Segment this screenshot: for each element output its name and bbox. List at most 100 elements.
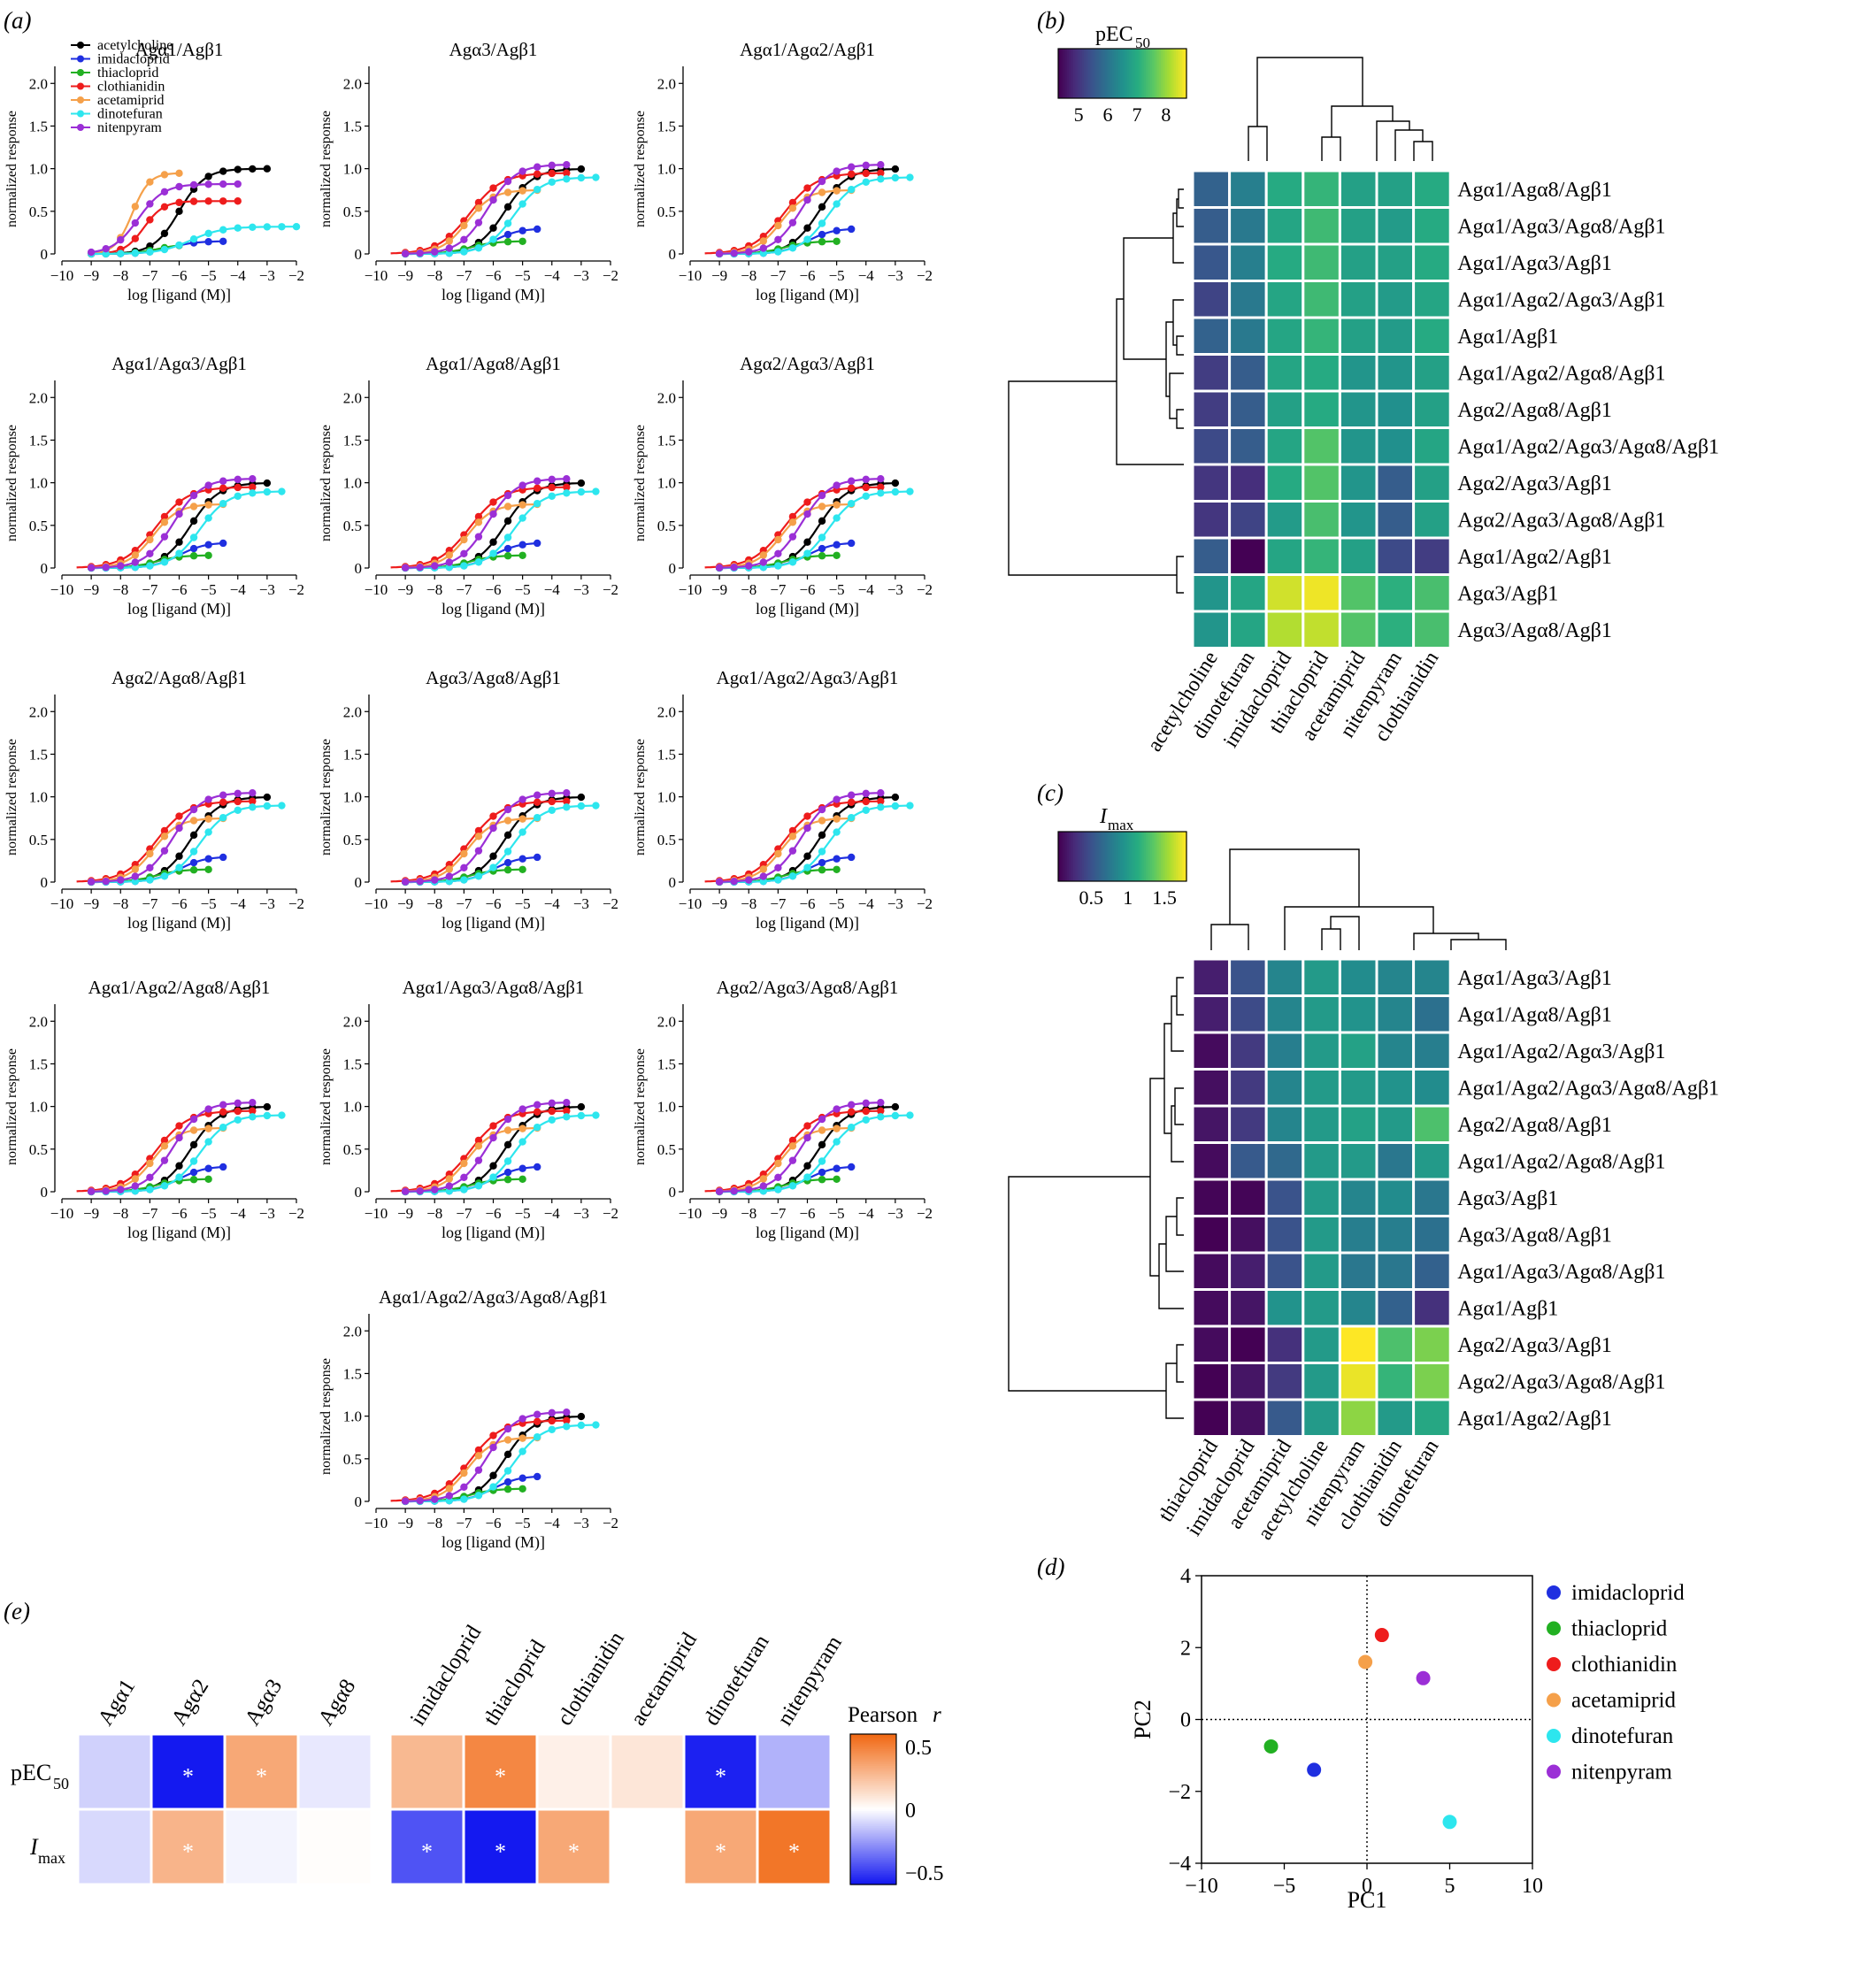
heatmap-cell [1302, 389, 1341, 429]
point-clothianidin [474, 1446, 483, 1455]
point-dinotefuran [577, 1111, 586, 1120]
colorbar-step [850, 1815, 896, 1818]
colorbar-step [850, 1805, 896, 1808]
point-dinotefuran [146, 876, 154, 884]
x-tick-label: 5 [1445, 1875, 1455, 1898]
point-nitenpyram [460, 1483, 468, 1492]
point-acetamiprid [788, 1142, 797, 1150]
colorbar-step [1178, 49, 1181, 98]
colorbar-step [850, 1839, 896, 1842]
colorbar-step [1071, 832, 1074, 881]
curve-nitenpyram [405, 792, 567, 883]
point-clothianidin [204, 197, 212, 205]
point-imidacloprid [533, 853, 541, 862]
point-nitenpyram [833, 167, 841, 175]
y-tick-label: 1.5 [343, 746, 362, 763]
x-tick-label: −2 [603, 1515, 618, 1531]
legend-label-imidacloprid: imidacloprid [97, 52, 170, 67]
point-dinotefuran [263, 802, 272, 810]
heatmap-cell [1375, 426, 1416, 466]
panel-label-e: (e) [4, 1598, 30, 1624]
point-dinotefuran [563, 1113, 571, 1121]
colorbar-step [850, 1873, 896, 1876]
point-acetylcholine [803, 852, 811, 860]
point-acetamiprid [503, 188, 512, 196]
point-dinotefuran [563, 489, 571, 497]
curve-nitenpyram [91, 792, 253, 883]
colorbar-step [850, 1875, 896, 1878]
x-tick-label: −8 [426, 1515, 442, 1531]
point-nitenpyram [730, 563, 738, 572]
point-clothianidin [219, 197, 227, 205]
colorbar-step [1179, 832, 1183, 881]
significance-star: * [182, 1764, 194, 1790]
dose-response-plot: Agα2/Agα3/Agβ1 0 0.5 1.0 1.5 2.0 −10 −9 −8 −7 −6 −5… [633, 353, 933, 618]
colorbar-step [1116, 832, 1119, 881]
colorbar-step [850, 1809, 896, 1812]
point-dinotefuran [847, 813, 856, 822]
heatmap-cell [388, 1808, 465, 1886]
curve-nitenpyram [405, 1101, 567, 1193]
point-nitenpyram [730, 1186, 738, 1195]
row-label: Agα1/Agα2/Agα8/Agβ1 [1457, 362, 1665, 385]
point-dinotefuran [533, 185, 541, 194]
point-imidacloprid [204, 541, 212, 549]
heatmap-cell [1338, 573, 1378, 613]
point-thiacloprid [518, 865, 526, 873]
y-tick-label: 0.5 [657, 203, 676, 220]
colorbar-step [1064, 49, 1068, 98]
point-nitenpyram [445, 244, 454, 252]
heatmap-cell [1302, 1178, 1341, 1217]
y-tick-label: 0 [41, 560, 49, 577]
y-axis-label: normalized response [4, 739, 19, 856]
point-acetamiprid [460, 1159, 468, 1168]
pec50-heatmap: Agα1/Agα8/Agβ1 Agα1/Agα3/Agα8/Agβ1 Agα1/Ag… [1008, 23, 1719, 756]
heatmap-cell [1302, 1398, 1341, 1438]
y-tick-label: 0.5 [343, 1451, 362, 1468]
y-tick-label: 1.0 [343, 1099, 362, 1116]
legend-label-thiacloprid: thiacloprid [1571, 1617, 1668, 1641]
x-axis-label: log [ligand (M)] [756, 286, 859, 304]
point-clothianidin [234, 1107, 242, 1116]
y-axis-label: normalized response [4, 111, 19, 227]
point-dinotefuran [803, 864, 811, 871]
legend-marker-nitenpyram [77, 124, 84, 131]
colorbar-step [850, 1811, 896, 1814]
x-tick-label: −8 [741, 1205, 756, 1222]
colorbar-step [1111, 49, 1115, 98]
x-tick-label: −3 [573, 1515, 589, 1531]
point-acetamiprid [518, 1124, 526, 1132]
point-dinotefuran [548, 492, 556, 500]
y-tick-label: 1.0 [29, 1099, 48, 1116]
colorbar-step [1175, 832, 1179, 881]
colorbar-step [1164, 49, 1168, 98]
colorbar-step [850, 1788, 896, 1792]
point-thiacloprid [833, 865, 841, 873]
heatmap-cell [76, 1732, 153, 1811]
heatmap-cell [388, 1732, 465, 1811]
heatmap-cell [1375, 280, 1416, 319]
heatmap-cell [1412, 169, 1452, 209]
x-tick-label: −7 [456, 267, 472, 284]
point-thiacloprid [503, 1485, 512, 1493]
point-dinotefuran [249, 1113, 257, 1121]
point-nitenpyram [204, 180, 212, 188]
point-nitenpyram [219, 1101, 227, 1109]
point-acetamiprid [160, 1142, 169, 1150]
point-nitenpyram [774, 864, 782, 872]
significance-star: * [182, 1839, 194, 1865]
point-nitenpyram [460, 1173, 468, 1182]
point-acetamiprid [146, 1159, 154, 1168]
significance-star: * [495, 1839, 506, 1865]
y-tick-label: 1.0 [343, 161, 362, 178]
heatmap-cell [1264, 1362, 1305, 1401]
y-tick-label: −2 [1168, 1781, 1191, 1804]
row-dendrogram [1176, 198, 1184, 227]
point-acetamiprid [774, 221, 782, 230]
colorbar-step [850, 1781, 896, 1784]
dose-response-plot: Agα1/Agα2/Agα3/Agα8/Agβ1 0 0.5 1.0 1.5 2.0 −10… [319, 1286, 618, 1552]
point-nitenpyram [175, 824, 183, 833]
x-tick-label: −2 [917, 267, 933, 284]
y-tick-label: 2.0 [343, 389, 362, 406]
point-nitenpyram [788, 1156, 797, 1164]
